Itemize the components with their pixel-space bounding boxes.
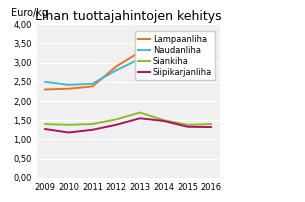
Title: Lihan tuottajahintojen kehitys: Lihan tuottajahintojen kehitys [35, 10, 221, 23]
Line: Siankiha: Siankiha [45, 113, 211, 125]
Lampaanliha [43, 88, 47, 91]
Siankiha [138, 111, 142, 114]
Lampaanliha [114, 65, 118, 68]
Naudanliha [91, 83, 94, 85]
Lampaanliha [210, 54, 213, 56]
Lampaanliha [186, 53, 189, 55]
Lampaanliha [67, 87, 70, 90]
Siankiha [43, 123, 47, 125]
Siipikarjanliha [114, 124, 118, 126]
Siipikarjanliha [138, 117, 142, 120]
Siipikarjanliha [43, 128, 47, 130]
Lampaanliha [91, 85, 94, 88]
Naudanliha [162, 60, 166, 62]
Siankiha [162, 119, 166, 121]
Siipikarjanliha [162, 120, 166, 122]
Naudanliha [138, 58, 142, 60]
Naudanliha [67, 84, 70, 86]
Siankiha [114, 118, 118, 121]
Siipikarjanliha [91, 129, 94, 131]
Line: Siipikarjanliha: Siipikarjanliha [45, 118, 211, 133]
Siankiha [67, 124, 70, 126]
Line: Lampaanliha: Lampaanliha [45, 43, 211, 89]
Legend: Lampaanliha, Naudanliha, Siankiha, Siipikarjanliha: Lampaanliha, Naudanliha, Siankiha, Siipi… [135, 32, 215, 80]
Siankiha [210, 123, 213, 125]
Siipikarjanliha [186, 125, 189, 128]
Naudanliha [43, 81, 47, 83]
Siankiha [91, 123, 94, 125]
Line: Naudanliha: Naudanliha [45, 59, 211, 85]
Siankiha [186, 124, 189, 126]
Naudanliha [186, 66, 189, 68]
Naudanliha [114, 69, 118, 72]
Siipikarjanliha [67, 131, 70, 134]
Siipikarjanliha [210, 126, 213, 128]
Text: Euro/kg: Euro/kg [11, 8, 48, 18]
Lampaanliha [138, 51, 142, 53]
Lampaanliha [162, 42, 166, 45]
Naudanliha [210, 67, 213, 69]
